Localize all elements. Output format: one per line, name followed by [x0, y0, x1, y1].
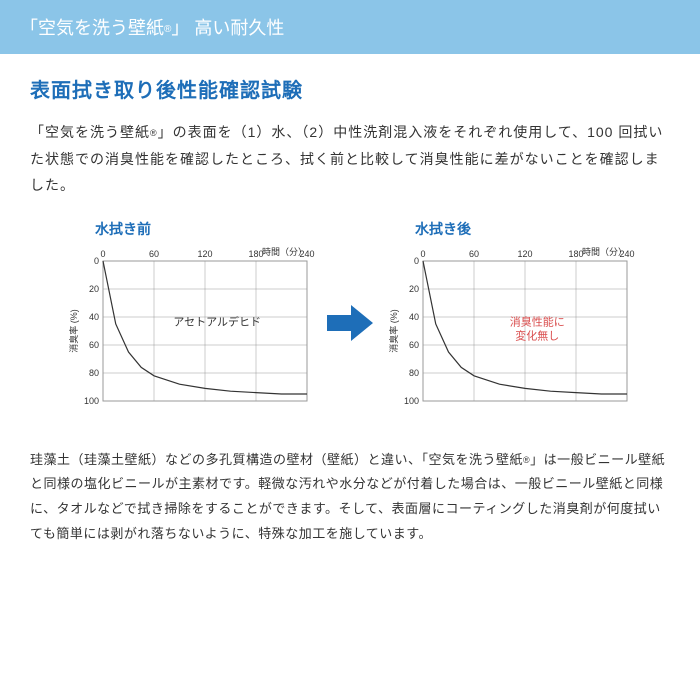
- chart-after-title: 水拭き後: [415, 219, 635, 239]
- registered-mark: ®: [150, 128, 158, 138]
- svg-text:120: 120: [517, 249, 532, 259]
- svg-text:20: 20: [409, 284, 419, 294]
- svg-text:20: 20: [89, 284, 99, 294]
- svg-text:消臭率 (%): 消臭率 (%): [68, 309, 79, 353]
- svg-text:0: 0: [420, 249, 425, 259]
- svg-text:100: 100: [84, 396, 99, 406]
- footer-paragraph: 珪藻土（珪藻土壁紙）などの多孔質構造の壁材（壁紙）と違い、「空気を洗う壁紙®」は…: [30, 448, 670, 547]
- intro-paragraph: 「空気を洗う壁紙®」の表面を（1）水、（2）中性洗剤混入液をそれぞれ使用して、1…: [30, 119, 670, 199]
- content-area: 表面拭き取り後性能確認試験 「空気を洗う壁紙®」の表面を（1）水、（2）中性洗剤…: [0, 54, 700, 567]
- chart-before-box: 水拭き前 060120180240020406080100時間（分）消臭率 (%…: [65, 219, 315, 428]
- chart-before-title: 水拭き前: [95, 219, 315, 239]
- svg-text:40: 40: [409, 312, 419, 322]
- svg-text:0: 0: [94, 256, 99, 266]
- svg-text:アセトアルデヒド: アセトアルデヒド: [173, 314, 261, 328]
- svg-text:60: 60: [469, 249, 479, 259]
- header-suffix: 」 高い耐久性: [171, 18, 284, 38]
- svg-text:60: 60: [409, 340, 419, 350]
- svg-text:消臭率 (%): 消臭率 (%): [388, 309, 399, 353]
- svg-text:80: 80: [89, 368, 99, 378]
- svg-text:100: 100: [404, 396, 419, 406]
- page-header: 「空気を洗う壁紙®」 高い耐久性: [0, 0, 700, 54]
- svg-text:0: 0: [100, 249, 105, 259]
- svg-text:変化無し: 変化無し: [515, 328, 559, 342]
- chart-after: 060120180240020406080100時間（分）消臭率 (%)消臭性能…: [385, 243, 635, 423]
- svg-text:60: 60: [149, 249, 159, 259]
- svg-text:時間（分）: 時間（分）: [582, 247, 627, 257]
- arrow-right-icon: [325, 301, 375, 345]
- charts-row: 水拭き前 060120180240020406080100時間（分）消臭率 (%…: [30, 219, 670, 428]
- svg-text:0: 0: [414, 256, 419, 266]
- svg-text:120: 120: [197, 249, 212, 259]
- svg-text:60: 60: [89, 340, 99, 350]
- header-prefix: 「空気を洗う壁紙: [20, 18, 164, 38]
- svg-text:40: 40: [89, 312, 99, 322]
- chart-before: 060120180240020406080100時間（分）消臭率 (%)アセトア…: [65, 243, 315, 423]
- svg-text:80: 80: [409, 368, 419, 378]
- section-title: 表面拭き取り後性能確認試験: [30, 74, 670, 103]
- chart-after-box: 水拭き後 060120180240020406080100時間（分）消臭率 (%…: [385, 219, 635, 428]
- svg-text:消臭性能に: 消臭性能に: [510, 314, 565, 328]
- footer-part-a: 珪藻土（珪藻土壁紙）などの多孔質構造の壁材（壁紙）と違い、「空気を洗う壁紙: [30, 452, 523, 467]
- svg-text:時間（分）: 時間（分）: [262, 247, 307, 257]
- intro-part-a: 「空気を洗う壁紙: [30, 124, 150, 140]
